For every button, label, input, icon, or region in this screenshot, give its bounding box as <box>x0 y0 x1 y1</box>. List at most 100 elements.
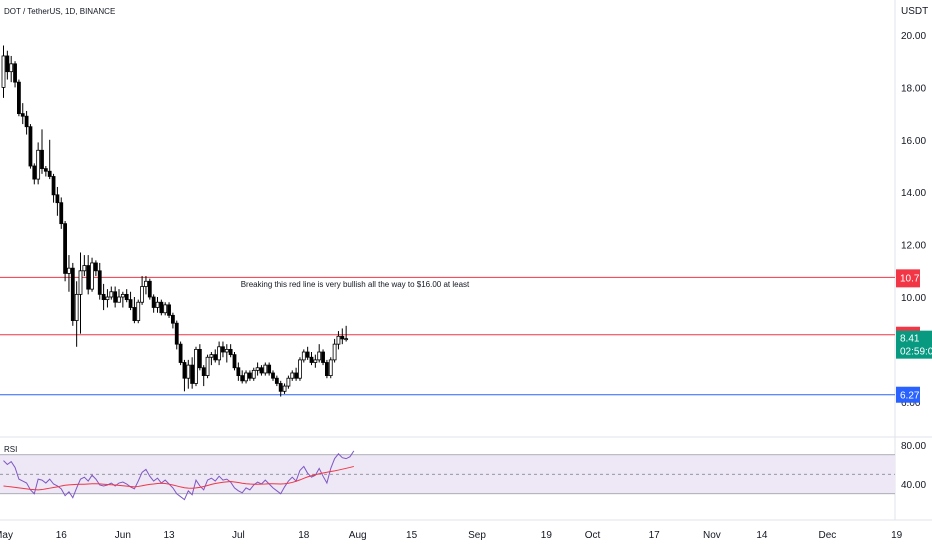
candle-body <box>290 372 295 379</box>
price-tick-label: 12.00 <box>901 241 926 252</box>
candle-body <box>86 265 91 290</box>
candle-body <box>209 354 214 358</box>
candle-body <box>113 291 118 303</box>
candle-body <box>271 372 275 379</box>
candle-body <box>344 338 349 341</box>
candle-body <box>151 296 156 308</box>
rsi-label: RSI <box>4 445 17 454</box>
candle-body <box>70 267 75 321</box>
candle-body <box>74 293 79 321</box>
rsi-line <box>3 450 355 501</box>
candle-body <box>163 304 168 314</box>
support-tag <box>896 386 920 403</box>
candle-body <box>244 372 248 382</box>
countdown-timer: 02:59:09 <box>900 347 932 358</box>
candle-body <box>205 356 210 377</box>
candle-body <box>321 351 325 363</box>
resistance-tag <box>896 269 920 288</box>
candle-body <box>336 335 341 345</box>
rsi-tick-label: 40.00 <box>901 480 926 491</box>
time-tick-label: Jun <box>115 530 131 541</box>
candle-body <box>298 359 302 379</box>
price-tick-label: 14.00 <box>901 188 926 199</box>
price-axis-unit: USDT <box>901 6 928 17</box>
candle-body <box>301 351 306 361</box>
support-tag-text: 6.27 <box>900 391 920 402</box>
time-tick-label: Jul <box>232 530 245 541</box>
candle-body <box>24 115 29 128</box>
candle-body <box>182 362 187 379</box>
candle-body <box>224 348 229 353</box>
candle-body <box>67 267 71 274</box>
candlestick-series <box>1 45 349 397</box>
chart-annotation[interactable]: Breaking this red line is very bullish a… <box>241 280 470 289</box>
candle-body <box>51 176 56 196</box>
candle-body <box>140 286 145 303</box>
candle-body <box>78 270 83 295</box>
time-axis-ticks: May 16 Jun 13 Jul 18 Aug 15 Sep 19 Oct 17 Nov 14 Dec 19 <box>0 530 903 541</box>
candle-body <box>97 270 102 295</box>
candle-body <box>255 367 260 371</box>
candle-body <box>101 293 106 301</box>
horizontal-lines[interactable] <box>0 276 895 396</box>
time-tick-label: 19 <box>541 530 553 541</box>
price-tick-label: 18.00 <box>901 83 926 94</box>
candle-body <box>128 299 133 308</box>
candle-body <box>201 367 206 376</box>
candle-body <box>105 296 110 301</box>
candle-body <box>117 296 121 303</box>
candle-body <box>63 223 67 274</box>
candle-body <box>278 383 283 392</box>
candle-body <box>94 262 98 272</box>
time-tick-label: 16 <box>56 530 68 541</box>
candle-body <box>313 359 318 363</box>
candle-body <box>32 165 37 180</box>
candle-body <box>178 343 183 363</box>
candle-body <box>16 81 21 115</box>
candle-body <box>228 348 233 356</box>
time-tick-label: 17 <box>649 530 661 541</box>
candle-body <box>240 375 245 382</box>
candle-body <box>170 314 175 324</box>
candle-body <box>232 354 237 369</box>
candle-body <box>340 335 345 340</box>
candle-body <box>282 385 287 392</box>
candle-body <box>147 280 152 298</box>
time-tick-label: May <box>0 530 13 541</box>
candle-body <box>155 301 160 308</box>
candle-body <box>174 322 179 345</box>
candle-body <box>43 168 48 172</box>
candle-body <box>286 377 291 387</box>
time-tick-label: Sep <box>468 530 486 541</box>
candle-body <box>294 372 299 379</box>
candle-body <box>309 356 314 363</box>
candle-body <box>186 364 191 379</box>
candle-body <box>90 262 94 290</box>
candle-body <box>247 372 252 379</box>
rsi-ma-line <box>3 465 354 491</box>
candle-body <box>259 367 264 374</box>
candle-body <box>1 55 6 88</box>
candle-body <box>40 149 44 170</box>
candle-body <box>132 307 137 321</box>
candle-body <box>136 301 141 321</box>
price-tick-label: 16.00 <box>901 136 926 147</box>
candle-body <box>274 377 279 384</box>
current-price-text: 8.41 <box>900 334 920 345</box>
symbol-label: DOT / TetherUS, 1D, BINANCE <box>4 7 115 16</box>
candle-body <box>20 113 25 117</box>
time-tick-label: Aug <box>349 530 367 541</box>
price-tick-label: 6.00 <box>901 398 921 409</box>
price-axis-ticks: 20.00 18.00 16.00 14.00 12.00 10.00 6.00 <box>901 31 926 409</box>
candle-body <box>251 369 256 379</box>
candle-body <box>267 364 272 374</box>
candle-body <box>328 359 333 377</box>
candle-body <box>167 304 171 316</box>
candle-body <box>82 265 87 272</box>
time-tick-label: 14 <box>756 530 768 541</box>
candle-body <box>263 364 268 374</box>
candle-body <box>109 291 114 298</box>
candle-body <box>144 280 148 287</box>
candle-body <box>332 343 337 361</box>
